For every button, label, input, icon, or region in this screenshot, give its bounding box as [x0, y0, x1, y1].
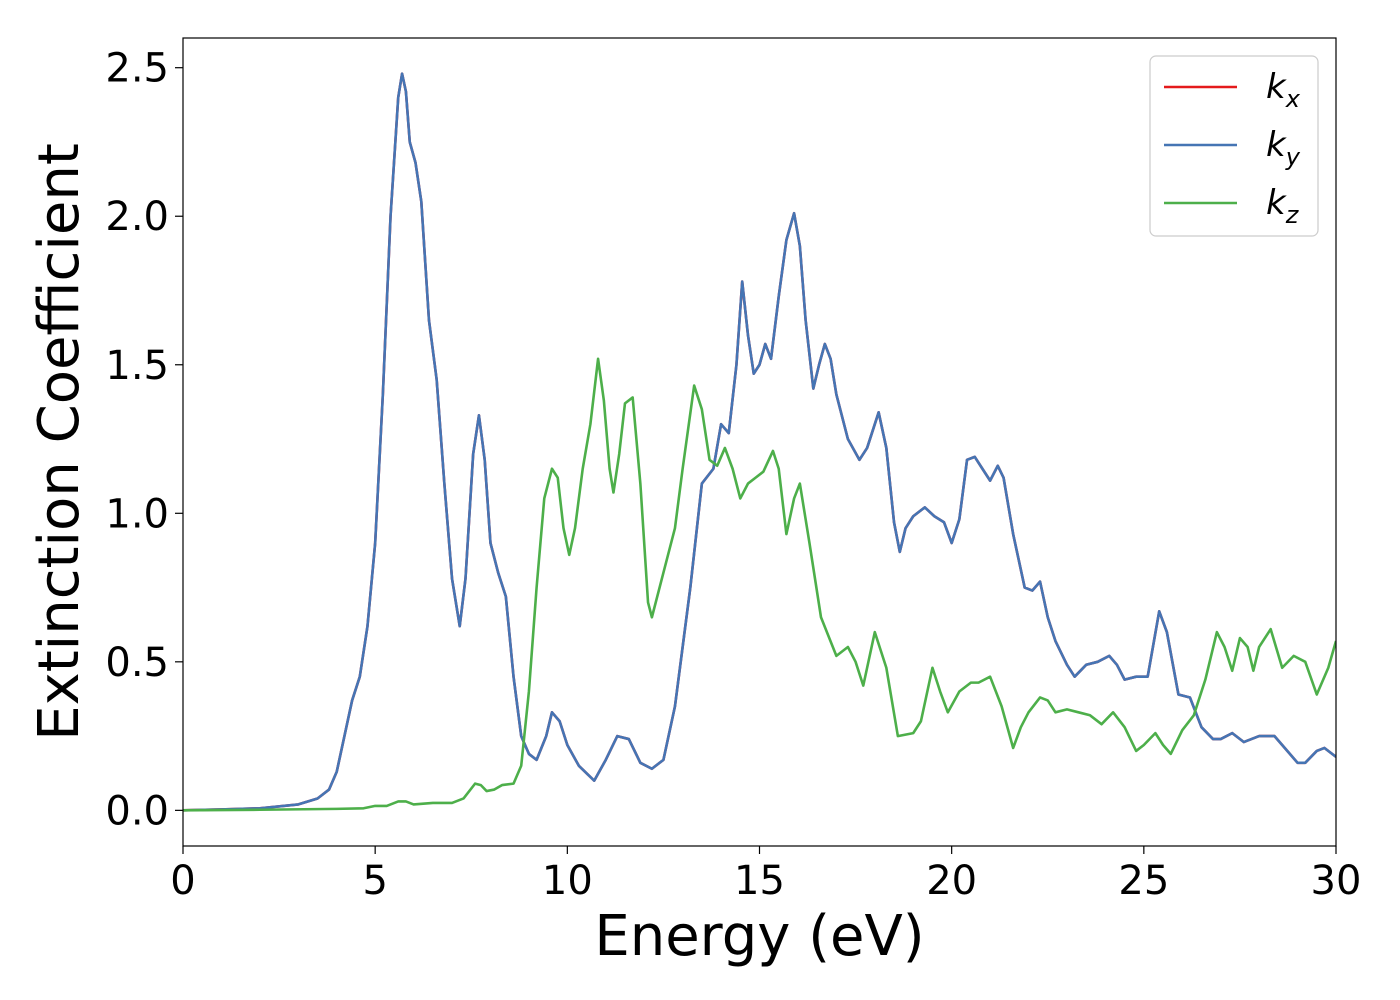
legend-label-x: kx — [1266, 67, 1301, 113]
x-tick-label: 5 — [362, 858, 387, 904]
legend: kx ky kz — [1149, 55, 1319, 237]
y-tick-label: 1.5 — [105, 343, 169, 389]
series-layer — [183, 72, 1336, 812]
y-axis-ticks: 0.0 0.5 1.0 1.5 2.0 2.5 — [105, 46, 183, 834]
y-tick-label: 2.0 — [105, 194, 169, 240]
x-tick-label: 10 — [542, 858, 593, 904]
x-axis-ticks: 0 5 10 15 20 25 30 — [170, 846, 1361, 904]
series-line-z — [183, 357, 1336, 812]
x-axis-label: Energy (eV) — [594, 904, 924, 969]
y-tick-label: 0.0 — [105, 788, 169, 834]
legend-label-z: kz — [1266, 183, 1300, 229]
x-tick-label: 25 — [1118, 858, 1169, 904]
y-axis-label: Extinction Coefficient — [27, 143, 92, 741]
legend-label-y: ky — [1266, 125, 1301, 171]
series-line-y — [183, 72, 1336, 812]
x-tick-label: 0 — [170, 858, 195, 904]
x-tick-label: 15 — [734, 858, 785, 904]
x-tick-label: 30 — [1311, 858, 1362, 904]
y-tick-label: 2.5 — [105, 46, 169, 92]
y-tick-label: 1.0 — [105, 491, 169, 537]
y-tick-label: 0.5 — [105, 640, 169, 686]
x-tick-label: 20 — [926, 858, 977, 904]
